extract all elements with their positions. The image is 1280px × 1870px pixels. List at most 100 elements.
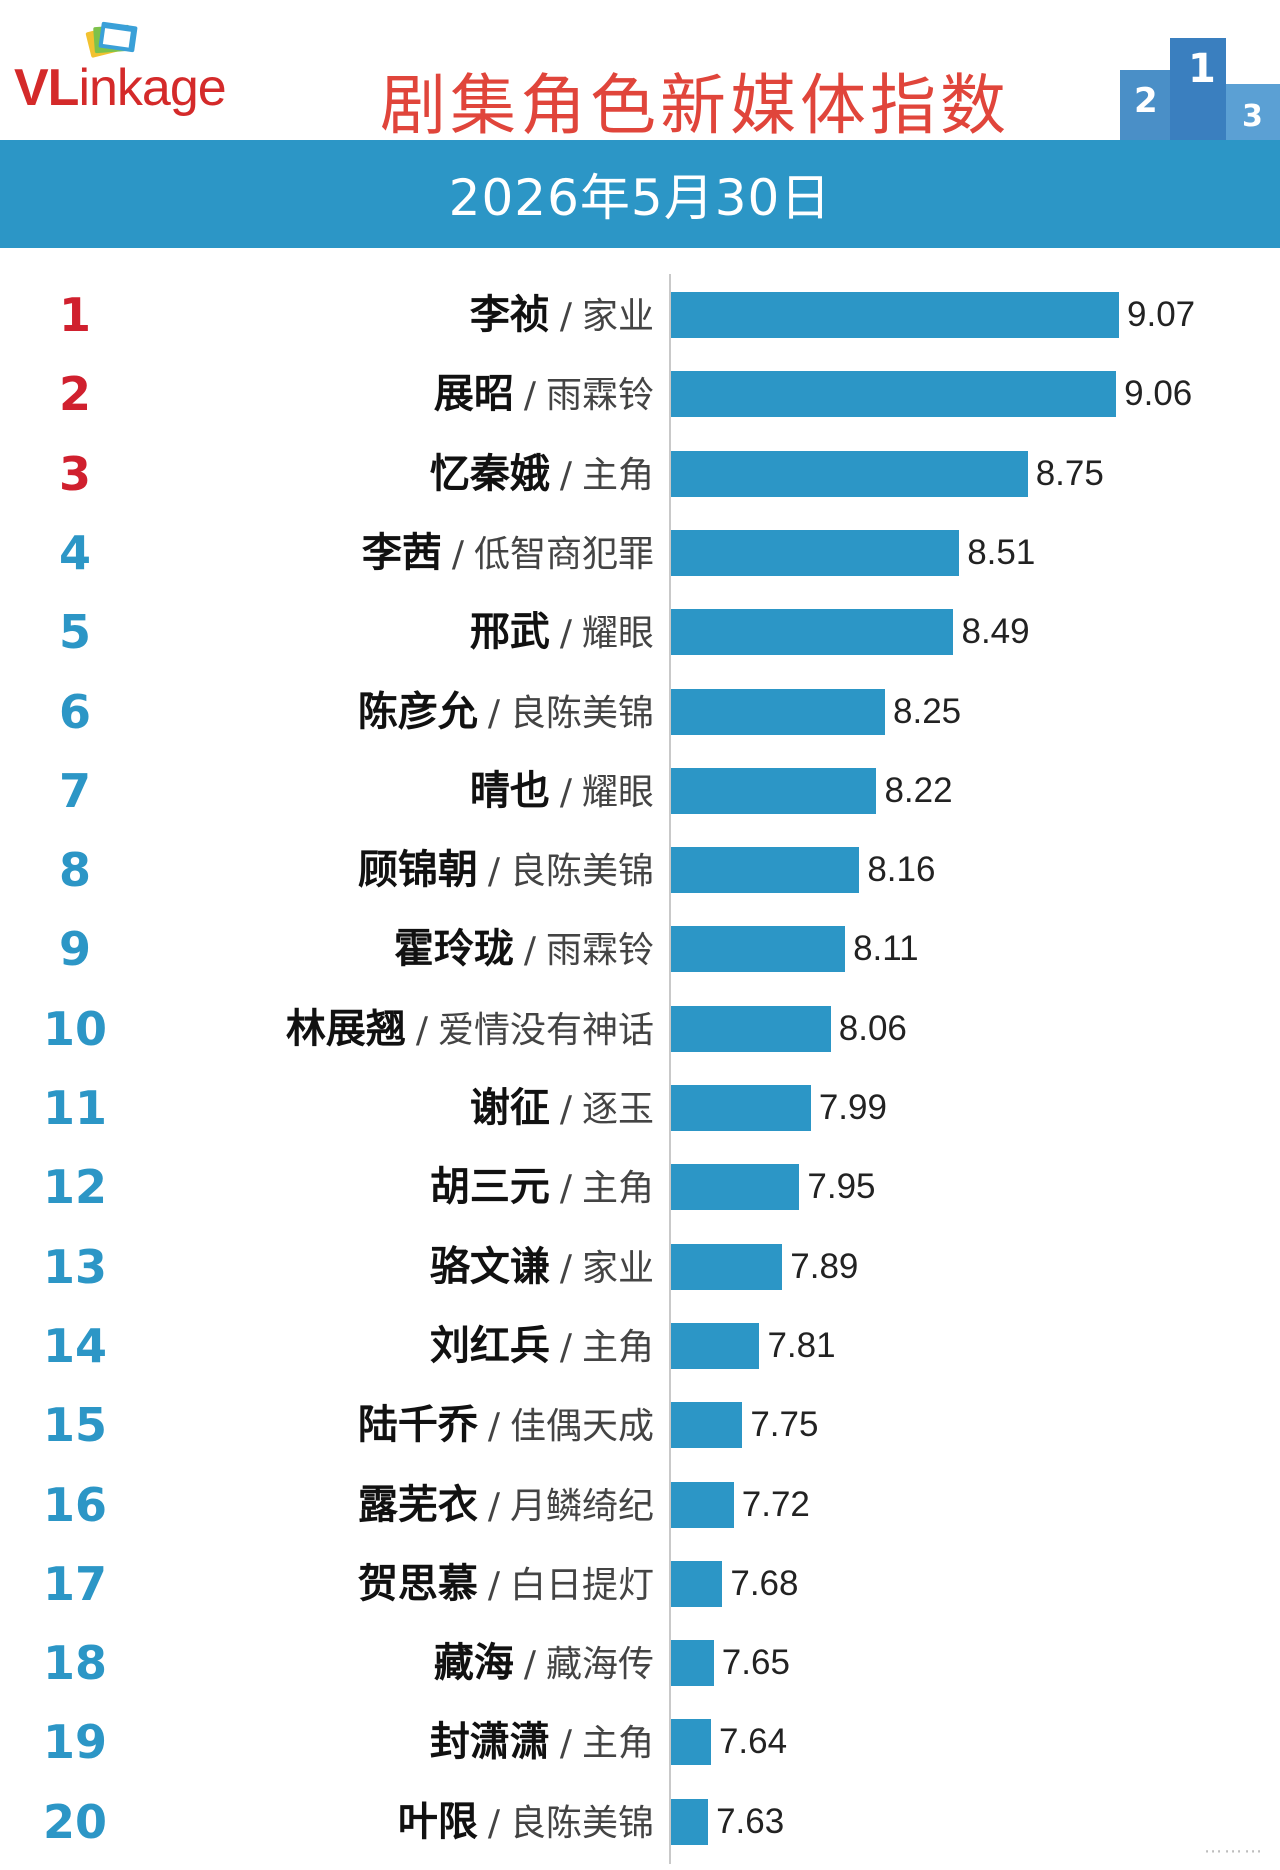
value-bar <box>671 926 846 973</box>
chart-row: 20 叶限 / 良陈美锦 7.63 <box>0 1781 1280 1861</box>
drama-title: 良陈美锦 <box>509 851 654 893</box>
rank-number: 4 <box>58 525 91 580</box>
date-banner: 2026年5月30日 <box>0 140 1280 248</box>
separator: / <box>559 1168 572 1210</box>
rank-number: 5 <box>58 605 91 660</box>
rank-number: 9 <box>58 922 91 977</box>
value-bar <box>671 1322 760 1369</box>
chart-row: 19 封潇潇 / 主角 7.64 <box>0 1701 1280 1781</box>
drama-title: 佳偶天成 <box>509 1406 654 1448</box>
separator: / <box>559 613 572 655</box>
value-label: 7.95 <box>807 1167 876 1207</box>
row-label: 林展翘 / 爱情没有神话 <box>286 1004 654 1062</box>
drama-title: 白日提灯 <box>509 1564 654 1606</box>
character-name: 林展翘 <box>285 1005 406 1052</box>
drama-title: 良陈美锦 <box>509 1802 654 1844</box>
value-label: 8.16 <box>867 850 936 890</box>
value-bar <box>671 1402 743 1449</box>
value-label: 8.06 <box>838 1008 907 1048</box>
date-label: 2026年5月30日 <box>448 169 832 227</box>
drama-title: 主角 <box>581 1723 654 1765</box>
value-bar <box>671 371 1117 418</box>
drama-title: 家业 <box>581 1247 654 1289</box>
chart-row: 6 陈彦允 / 良陈美锦 8.25 <box>0 671 1280 751</box>
value-bar <box>671 688 885 735</box>
row-label: 贺思慕 / 白日提灯 <box>358 1559 654 1617</box>
value-label: 7.81 <box>767 1325 836 1365</box>
chart-row: 7 晴也 / 耀眼 8.22 <box>0 750 1280 830</box>
value-label: 8.11 <box>853 929 919 969</box>
value-bar <box>671 1719 711 1766</box>
value-bar <box>671 529 960 576</box>
chart-row: 17 贺思慕 / 白日提灯 7.68 <box>0 1543 1280 1623</box>
value-bar <box>671 450 1028 497</box>
character-name: 露芜衣 <box>357 1481 478 1528</box>
chart-row: 4 李茜 / 低智商犯罪 8.51 <box>0 512 1280 592</box>
rank-number: 20 <box>42 1794 107 1849</box>
row-label: 封潇潇 / 主角 <box>430 1717 654 1775</box>
chart-row: 14 刘红兵 / 主角 7.81 <box>0 1305 1280 1385</box>
value-label: 7.65 <box>721 1643 790 1683</box>
separator: / <box>559 771 572 813</box>
value-label: 8.22 <box>884 770 953 810</box>
character-name: 李茜 <box>361 529 442 576</box>
drama-title: 雨霖铃 <box>545 930 654 972</box>
character-name: 胡三元 <box>429 1164 550 1211</box>
value-bar <box>671 1640 714 1687</box>
value-label: 7.72 <box>741 1484 810 1524</box>
rank-number: 2 <box>58 367 91 422</box>
row-label: 藏海 / 藏海传 <box>434 1638 654 1696</box>
character-name: 邢武 <box>469 609 550 656</box>
character-name: 晴也 <box>469 767 550 814</box>
chart-row: 16 露芜衣 / 月鳞绮纪 7.72 <box>0 1464 1280 1544</box>
svg-text:1: 1 <box>1188 46 1216 92</box>
drama-title: 雨霖铃 <box>545 375 654 417</box>
value-label: 7.89 <box>790 1246 859 1286</box>
value-bar <box>671 1164 800 1211</box>
chart-row: 11 谢征 / 逐玉 7.99 <box>0 1067 1280 1147</box>
drama-title: 主角 <box>581 1168 654 1210</box>
value-bar <box>671 1481 734 1528</box>
row-label: 晴也 / 耀眼 <box>470 766 654 824</box>
drama-title: 爱情没有神话 <box>437 1009 654 1051</box>
row-label: 李祯 / 家业 <box>470 290 654 348</box>
row-label: 李茜 / 低智商犯罪 <box>362 528 654 586</box>
separator: / <box>487 1485 500 1527</box>
character-name: 刘红兵 <box>429 1322 550 1369</box>
separator: / <box>559 1089 572 1130</box>
row-label: 骆文谦 / 家业 <box>430 1242 654 1300</box>
character-name: 贺思慕 <box>357 1560 478 1607</box>
drama-title: 耀眼 <box>581 613 654 655</box>
character-name: 顾锦朝 <box>357 847 478 894</box>
separator: / <box>523 930 536 972</box>
separator: / <box>415 1009 428 1051</box>
separator: / <box>559 454 572 496</box>
chart-row: 13 骆文谦 / 家业 7.89 <box>0 1226 1280 1306</box>
character-name: 陈彦允 <box>357 688 478 735</box>
rank-number: 7 <box>58 763 91 818</box>
value-bar <box>671 1560 723 1607</box>
value-label: 9.07 <box>1127 295 1196 334</box>
separator: / <box>559 1247 572 1289</box>
character-name: 陆千乔 <box>357 1402 478 1449</box>
drama-title: 低智商犯罪 <box>473 533 654 575</box>
rank-number: 18 <box>42 1636 107 1691</box>
character-name: 骆文谦 <box>429 1243 550 1290</box>
row-label: 忆秦娥 / 主角 <box>430 449 654 507</box>
character-name: 藏海 <box>433 1640 514 1687</box>
drama-title: 主角 <box>581 454 654 496</box>
rank-number: 3 <box>58 446 91 501</box>
drama-title: 逐玉 <box>581 1089 654 1130</box>
separator: / <box>559 296 572 337</box>
chart-row: 10 林展翘 / 爱情没有神话 8.06 <box>0 988 1280 1068</box>
row-label: 叶限 / 良陈美锦 <box>398 1797 654 1855</box>
value-label: 8.25 <box>893 691 962 731</box>
value-bar <box>671 609 954 656</box>
value-bar <box>671 1005 831 1052</box>
character-name: 封潇潇 <box>429 1719 550 1766</box>
rank-number: 11 <box>42 1081 107 1135</box>
logo-rest: inkage <box>78 59 226 117</box>
chart-row: 15 陆千乔 / 佳偶天成 7.75 <box>0 1384 1280 1464</box>
rank-number: 13 <box>42 1239 107 1294</box>
rank-number: 1 <box>58 288 91 342</box>
